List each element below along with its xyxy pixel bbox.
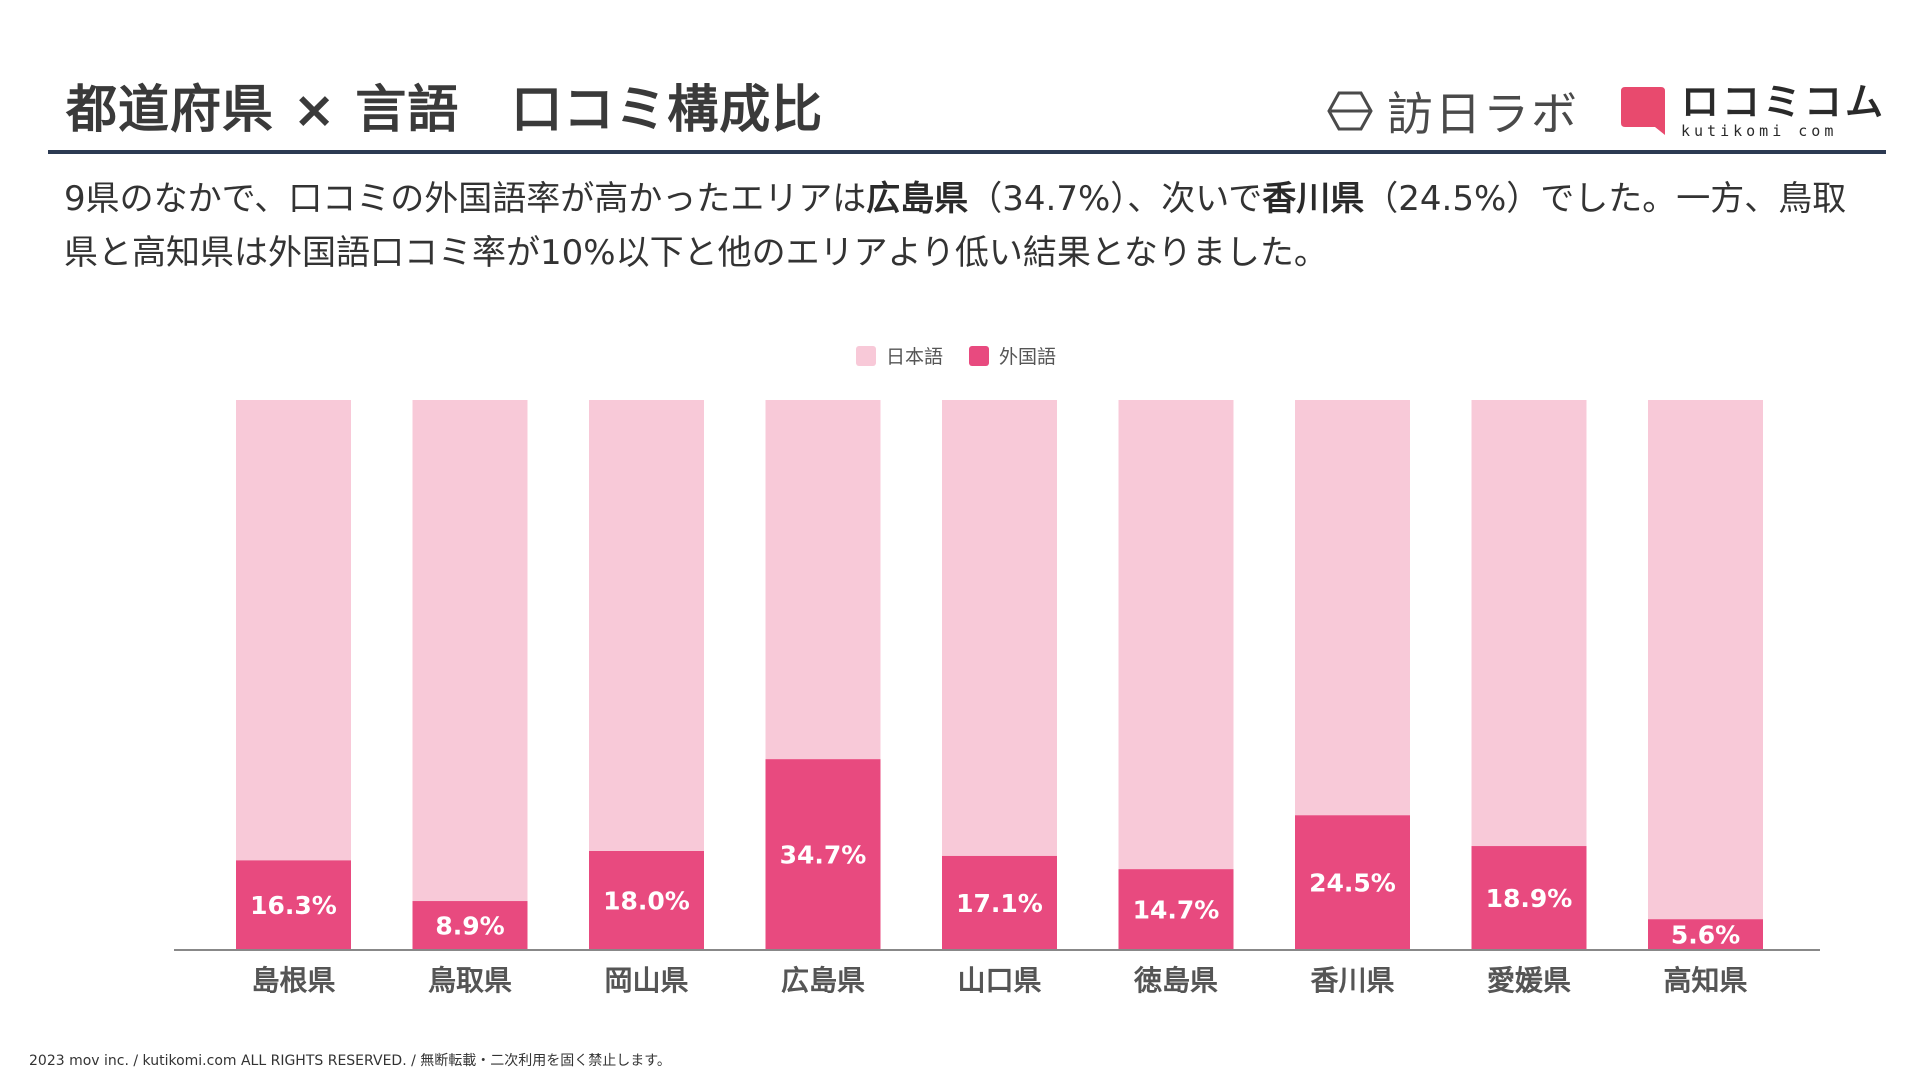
houjin-logo: 訪日ラボ [1327,78,1579,144]
x-tick-label: 高知県 [1663,964,1747,997]
bar-data-label: 16.3% [250,891,337,920]
kutikomi-logo-domain: kutikomi com [1680,122,1838,140]
summary-text: 9県のなかで、口コミの外国語率が高かったエリアは広島県（34.7%）、次いで香川… [64,172,1864,280]
legend-swatch-japanese [856,345,876,366]
summary-part-2: （34.7%）、次いで [968,179,1263,219]
stacked-bar-chart: 16.3% 島根県 8.9% 鳥取県 18.0% 岡山県 34.7% 広島県 17.1% 山口県 1… [174,400,1820,997]
x-tick-label: 島根県 [251,964,335,997]
footer-copyright: 2023 mov inc. / kutikomi.com ALL RIGHTS … [29,1053,671,1069]
x-tick-label: 岡山県 [604,964,688,997]
page-title: 都道府県 × 言語 口コミ構成比 [66,81,824,140]
x-tick-label: 香川県 [1310,964,1394,997]
bar-japanese [589,400,704,851]
legend-item-foreign: 外国語 [969,342,1056,369]
bar-japanese [236,400,351,861]
bar-foreign [1118,869,1234,950]
x-tick-label: 愛媛県 [1487,964,1571,997]
bar-japanese [1118,400,1234,870]
houjin-logo-text: 訪日ラボ [1386,87,1579,141]
header-divider [48,150,1886,154]
summary-highlight-hiroshima: 広島県 [866,179,969,219]
x-tick-label: 広島県 [781,964,865,997]
kutikomi-speech-icon [1620,87,1665,135]
bar-data-label: 24.5% [1309,869,1396,898]
summary-part-3: （24.5%）でした。一方、鳥取県と高知県は外国語口コミ率が10%以下と他のエリ… [64,179,1847,273]
legend-swatch-foreign [969,345,990,366]
bar-foreign [1648,919,1763,950]
bar-japanese [412,400,528,902]
legend-label-japanese: 日本語 [886,346,944,368]
summary-highlight-kagawa: 香川県 [1262,179,1365,219]
bar-foreign [589,851,704,950]
x-tick-label: 鳥取県 [428,964,512,997]
bar-data-label: 18.9% [1486,884,1573,913]
bar-foreign [1295,815,1410,950]
bar-foreign [942,855,1057,950]
bar-foreign [1471,846,1587,950]
bar-data-label: 8.9% [435,912,504,941]
kutikomi-logo-text: ロコミコム [1680,80,1886,124]
bar-data-label: 17.1% [956,889,1043,918]
summary-part-1: 9県のなかで、口コミの外国語率が高かったエリアは [64,179,867,219]
houjin-hexagon-icon [1327,91,1373,131]
bar-foreign [236,860,351,950]
kutikomi-logo: ロコミコム kutikomi com [1619,82,1886,140]
bar-japanese [1471,400,1587,847]
x-tick-label: 徳島県 [1133,964,1218,997]
logo-group: 訪日ラボ ロコミコム kutikomi com [1327,78,1886,144]
chart-legend: 日本語 外国語 [856,342,1082,369]
bar-data-label: 14.7% [1133,896,1220,925]
bar-japanese [765,400,881,760]
bar-japanese [1648,400,1763,920]
bar-foreign [765,759,881,950]
legend-label-foreign: 外国語 [999,346,1057,368]
bar-data-label: 34.7% [780,841,867,870]
legend-item-japanese: 日本語 [856,342,943,369]
bar-data-label: 18.0% [603,887,690,916]
bar-data-label: 5.6% [1671,921,1740,950]
x-tick-label: 山口県 [957,964,1041,997]
bar-japanese [942,400,1057,856]
bar-japanese [1295,400,1410,816]
bar-foreign [412,901,528,950]
